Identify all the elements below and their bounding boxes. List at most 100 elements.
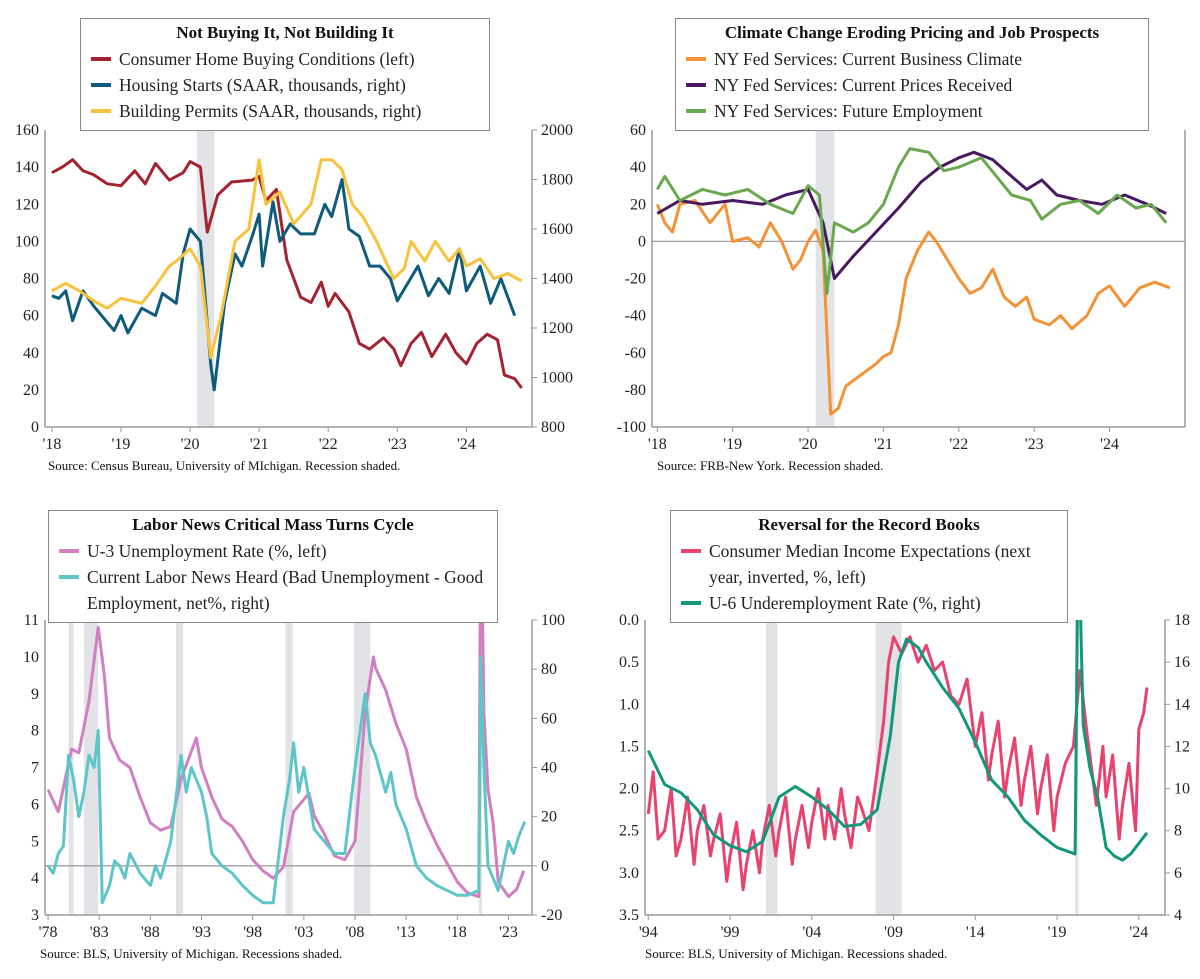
chart-3: '78 '83 '88 '93 '98 '03 '08 '13 '18 '23 3 4 5 6 7 8 9 10 1… [23, 612, 565, 941]
chart-1: '18 '19 '20 '21 '22 '23 '24 0 20 40 60 80 100 120 140 1… [15, 122, 573, 453]
x-tick-label: '18 [42, 436, 61, 453]
x-tick-label: '13 [397, 924, 416, 941]
x-tick-label: '09 [884, 924, 903, 941]
legend-item: U-3 Unemployment Rate (%, left) [59, 538, 487, 564]
x-tick-label: '88 [141, 924, 160, 941]
y-tick-label-left: 160 [15, 122, 39, 139]
legend-item: Consumer Home Buying Conditions (left) [91, 46, 479, 72]
y-tick-label-left: 2.5 [619, 823, 639, 840]
x-tick-label: '83 [90, 924, 109, 941]
legend-item: Current Labor News Heard (Bad Unemployme… [59, 564, 487, 616]
legend-swatch [59, 575, 79, 579]
legend-swatch [686, 83, 706, 87]
x-tick-label: '23 [1025, 436, 1044, 453]
y-tick-label-right: 6 [1174, 865, 1182, 882]
y-tick-label-left: 9 [31, 686, 39, 703]
x-tick-label: '19 [1048, 924, 1067, 941]
recession-shade [83, 620, 99, 915]
recession-shade [285, 620, 293, 915]
x-tick-label: '19 [112, 436, 131, 453]
legend-label: Consumer Home Buying Conditions (left) [119, 49, 415, 69]
x-tick-label: '22 [319, 436, 338, 453]
legend-item: Consumer Median Income Expectations (nex… [681, 538, 1057, 590]
y-tick-label-left: 140 [15, 159, 39, 176]
y-tick-label-left: 1.5 [619, 738, 639, 755]
chart-3-title: Labor News Critical Mass Turns Cycle [132, 515, 414, 534]
legend-label: U-3 Unemployment Rate (%, left) [87, 541, 327, 561]
y-tick-label-left: 60 [630, 122, 646, 139]
y-tick-label-left: 0.0 [619, 612, 639, 629]
y-tick-label-right: 4 [1174, 907, 1182, 924]
recession-shade [766, 620, 778, 915]
legend-swatch [681, 549, 701, 553]
x-tick-label: '93 [192, 924, 211, 941]
x-tick-label: '04 [802, 924, 821, 941]
legend-label: NY Fed Services: Current Prices Received [714, 75, 1013, 95]
y-tick-label-right: 10 [1174, 781, 1190, 798]
x-tick-label: '78 [39, 924, 58, 941]
x-tick-label: '18 [648, 436, 667, 453]
y-tick-label-left: 11 [24, 612, 39, 629]
y-tick-label-left: 120 [15, 196, 39, 213]
y-tick-label-left: 40 [23, 345, 39, 362]
y-tick-label-left: 0.5 [619, 654, 639, 671]
chart-4: '94 '99 '04 '09 '14 '19 '24 0.0 0.5 1.0 1.5 2.0 2.5 3… [619, 612, 1190, 941]
x-tick-label: '21 [874, 436, 893, 453]
x-tick-label: '14 [966, 924, 985, 941]
y-tick-label-left: 60 [23, 308, 39, 325]
y-tick-label-right: 1600 [541, 221, 573, 238]
series-line-1 [51, 158, 523, 389]
series-line-3 [656, 147, 1168, 295]
chart-2-source: Source: FRB-New York. Recession shaded. [657, 458, 884, 473]
legend-chart-4: Reversal for the Record Books Consumer M… [670, 510, 1068, 623]
y-tick-label-left: -40 [625, 308, 646, 325]
chart-2: '18 '19 '20 '21 '22 '23 '24 -100 -80 -60 -40 -20 0 20… [617, 122, 1186, 453]
y-tick-label-left: 0 [31, 419, 39, 436]
series-line-2 [51, 178, 517, 392]
legend-swatch [91, 57, 111, 61]
recession-shade [196, 130, 215, 427]
legend-item: NY Fed Services: Current Business Climat… [686, 46, 1138, 72]
chart-4-source: Source: BLS, University of Michigan. Rec… [645, 946, 948, 961]
y-tick-label-left: 6 [31, 796, 39, 813]
series-line-2 [46, 655, 527, 905]
y-tick-label-left: 0 [638, 233, 646, 250]
y-tick-label-right: 1800 [541, 172, 573, 189]
y-tick-label-right: 1000 [541, 370, 573, 387]
legend-swatch [91, 109, 111, 113]
y-tick-label-left: 3.5 [619, 907, 639, 924]
legend-swatch [686, 109, 706, 113]
x-tick-label: '24 [1100, 436, 1119, 453]
y-tick-label-right: 60 [541, 710, 557, 727]
x-tick-label: '24 [457, 436, 476, 453]
legend-label: Consumer Median Income Expectations (nex… [709, 541, 1031, 587]
x-tick-label: '08 [346, 924, 365, 941]
x-tick-label: '03 [294, 924, 313, 941]
y-tick-label-right: 14 [1174, 696, 1190, 713]
y-tick-label-right: 12 [1174, 738, 1190, 755]
legend-label: Housing Starts (SAAR, thousands, right) [119, 75, 406, 95]
legend-swatch [681, 601, 701, 605]
legend-label: Current Labor News Heard (Bad Unemployme… [87, 567, 484, 613]
y-tick-label-right: 16 [1174, 654, 1190, 671]
x-tick-label: '20 [181, 436, 200, 453]
y-tick-label-left: 80 [23, 271, 39, 288]
series-line-3 [51, 158, 523, 360]
y-tick-label-left: 20 [23, 382, 39, 399]
legend-label: U-6 Underemployment Rate (%, right) [709, 593, 981, 613]
x-tick-label: '21 [250, 436, 269, 453]
x-tick-label: '23 [388, 436, 407, 453]
y-tick-label-right: 1200 [541, 320, 573, 337]
y-tick-label-right: 0 [541, 858, 549, 875]
chart-4-title: Reversal for the Record Books [758, 515, 980, 534]
y-tick-label-right: 1400 [541, 271, 573, 288]
y-tick-label-left: 20 [630, 196, 646, 213]
legend-label: Building Permits (SAAR, thousands, right… [119, 101, 422, 121]
chart-1-title: Not Buying It, Not Building It [176, 23, 394, 42]
legend-chart-1: Not Buying It, Not Building It Consumer … [80, 18, 490, 131]
legend-item: NY Fed Services: Future Employment [686, 98, 1138, 124]
y-tick-label-right: 8 [1174, 823, 1182, 840]
y-tick-label-left: 7 [31, 760, 39, 777]
